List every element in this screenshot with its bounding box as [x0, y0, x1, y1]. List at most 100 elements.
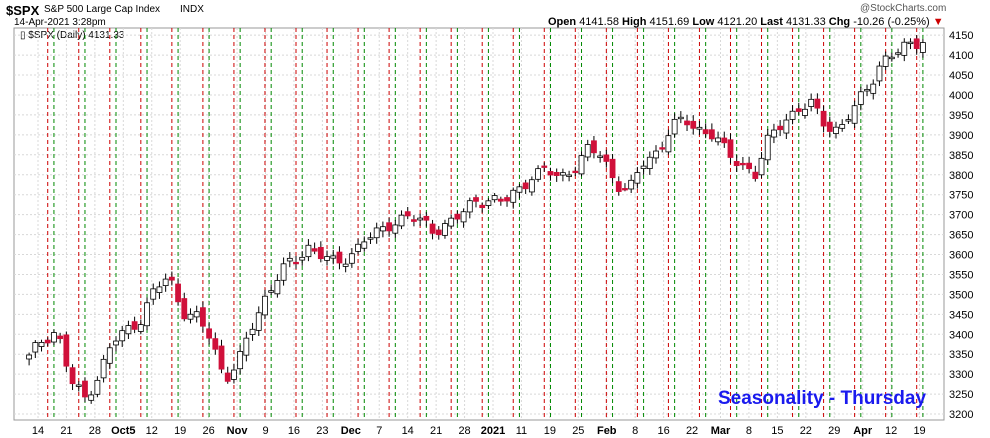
candle-body	[398, 214, 405, 227]
candle-body	[429, 223, 436, 234]
candle-body	[777, 125, 784, 131]
candle-body	[199, 307, 206, 327]
y-tick-label: 3200	[949, 409, 973, 421]
candle-body	[162, 278, 169, 287]
open-value: 4141.58	[579, 16, 619, 28]
candle-body	[901, 41, 908, 56]
x-tick-label: 12	[885, 425, 897, 437]
candle-body	[361, 241, 368, 249]
candle-body	[206, 328, 213, 339]
candle-body	[857, 91, 864, 105]
candle-body	[193, 311, 200, 318]
high-value: 4151.69	[649, 16, 690, 28]
x-tick-label: 11	[516, 425, 527, 437]
candle-body	[44, 339, 51, 344]
x-tick-label: Mar	[711, 425, 731, 437]
candle-body	[181, 298, 188, 320]
candle-body	[622, 188, 628, 191]
y-tick-label: 3600	[949, 250, 973, 262]
candle-body	[634, 172, 641, 184]
x-tick-label: 25	[572, 425, 584, 437]
candle-body	[491, 195, 498, 201]
y-tick-label: 4050	[949, 70, 973, 82]
x-tick-label: 23	[316, 425, 328, 437]
candles-layer	[26, 35, 926, 404]
watermark: @StockCharts.com	[860, 3, 947, 14]
candle-body	[26, 354, 33, 360]
candle-body	[708, 129, 715, 140]
candle-body	[591, 140, 597, 154]
candle-body	[864, 89, 870, 92]
candle-body	[808, 98, 815, 107]
candle-body	[82, 380, 88, 398]
y-tick-label: 3750	[949, 190, 973, 202]
candle-body	[609, 158, 616, 179]
candle-body	[752, 171, 759, 179]
candle-body	[578, 155, 585, 175]
x-tick-label: 29	[828, 425, 840, 437]
candle-body	[373, 227, 380, 239]
candle-body	[367, 237, 374, 240]
candle-body	[460, 211, 467, 223]
candle-body	[113, 340, 119, 346]
y-tick-label: 3400	[949, 329, 973, 341]
grid-layer	[13, 27, 945, 421]
seasonality-annotation: Seasonality - Thursday	[718, 388, 927, 409]
candle-body	[888, 56, 895, 60]
candle-body	[435, 229, 442, 236]
chart-index-name: S&P 500 Large Cap Index	[44, 4, 161, 15]
candle-body	[417, 217, 424, 221]
x-tick-label: 7	[376, 425, 382, 437]
candle-body	[584, 144, 591, 158]
x-tick-label: 14	[402, 425, 414, 437]
chart-symbol: $SPX	[6, 3, 40, 18]
candle-body	[280, 263, 287, 281]
candle-body	[156, 286, 163, 293]
legend-text: $SPX (Daily) 4131.33	[28, 30, 125, 41]
candle-body	[299, 256, 306, 261]
x-tick-label: 21	[60, 425, 72, 437]
candle-body	[187, 313, 194, 320]
candle-body	[473, 197, 479, 202]
candle-body	[317, 246, 324, 260]
day-marker-layer	[47, 28, 924, 420]
candle-body	[653, 150, 659, 159]
candle-body	[231, 369, 237, 380]
y-tick-label: 3900	[949, 130, 973, 142]
candle-body	[895, 52, 901, 55]
candle-body	[342, 263, 349, 267]
candle-body	[646, 156, 653, 169]
y-tick-label: 4150	[949, 30, 973, 42]
high-label: High	[622, 16, 647, 28]
ohlc-readout: Open 4141.58 High 4151.69 Low 4121.20 La…	[548, 16, 944, 28]
candle-body	[262, 295, 268, 316]
candle-body	[727, 139, 734, 158]
candle-body	[553, 171, 560, 176]
candle-body	[423, 215, 430, 221]
candle-body	[615, 181, 622, 192]
candle-body	[659, 147, 666, 150]
candle-body	[224, 372, 231, 382]
x-tick-label: 26	[203, 425, 215, 437]
candle-body	[94, 379, 101, 395]
x-tick-label: Dec	[341, 425, 361, 437]
candle-body	[758, 157, 765, 176]
candle-body	[746, 162, 753, 170]
candle-body	[38, 342, 45, 347]
candle-body	[286, 257, 293, 262]
candle-body	[249, 328, 256, 335]
candle-body	[640, 165, 647, 169]
candle-body	[870, 83, 877, 94]
candle-body	[572, 170, 579, 174]
last-value: 4131.33	[785, 16, 826, 28]
candle-body	[535, 168, 541, 180]
candle-body	[839, 124, 846, 129]
chart-timestamp: 14-Apr-2021 3:28pm	[14, 17, 106, 28]
chg-value: -10.26 (-0.25%)	[853, 16, 930, 28]
x-tick-label: 16	[658, 425, 670, 437]
candle-body	[411, 219, 417, 222]
candle-body	[876, 65, 883, 82]
x-tick-label: 16	[288, 425, 300, 437]
candle-body	[32, 342, 39, 353]
candle-body	[119, 330, 126, 342]
